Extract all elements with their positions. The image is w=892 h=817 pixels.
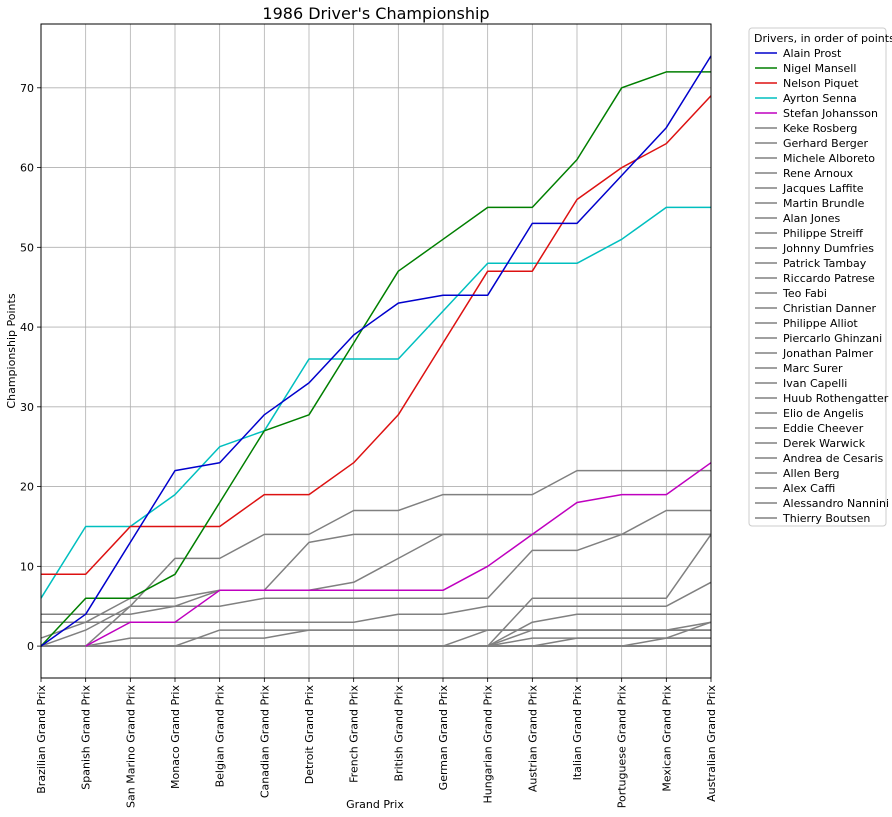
series-line — [41, 533, 711, 615]
series-line — [85, 462, 712, 647]
series-line — [40, 71, 711, 647]
legend-entry: Christian Danner — [783, 302, 876, 315]
legend-entry: Jonathan Palmer — [782, 347, 874, 360]
x-tick-label: Belgian Grand Prix — [214, 685, 227, 788]
legend-entry: Teo Fabi — [782, 287, 827, 300]
legend-entry: Huub Rothengatter — [783, 392, 889, 405]
legend-entry: Alain Prost — [783, 47, 842, 60]
x-tick-label: Mexican Grand Prix — [660, 685, 673, 792]
legend-entry: Marc Surer — [783, 362, 843, 375]
legend-entry: Patrick Tambay — [783, 257, 867, 270]
legend-entry: Derek Warwick — [783, 437, 866, 450]
x-tick-label: Australian Grand Prix — [705, 685, 718, 802]
series-line — [40, 55, 712, 647]
legend-entry: Riccardo Patrese — [783, 272, 875, 285]
y-tick-label: 40 — [20, 321, 34, 334]
x-axis-label: Grand Prix — [346, 798, 404, 811]
x-tick-label: Brazilian Grand Prix — [35, 685, 48, 794]
series-line — [40, 509, 711, 639]
legend-box — [748, 27, 887, 527]
y-tick-label: 10 — [20, 560, 34, 573]
series-line — [41, 533, 712, 647]
legend-entry: Piercarlo Ghinzani — [783, 332, 882, 345]
legend-entry: Rene Arnoux — [783, 167, 854, 180]
legend-entry: Gerhard Berger — [783, 137, 869, 150]
y-axis-ticks: 0 10 20 30 40 50 60 70 — [20, 82, 41, 653]
y-tick-label: 60 — [20, 162, 34, 175]
x-tick-label: British Grand Prix — [392, 685, 405, 782]
y-tick-label: 0 — [27, 640, 34, 653]
x-tick-label: Spanish Grand Prix — [80, 685, 93, 790]
series-line — [41, 95, 712, 576]
grid-lines — [40, 24, 712, 678]
legend-entry: Ivan Capelli — [783, 377, 847, 390]
legend-entry: Alessandro Nannini — [783, 497, 889, 510]
legend-entry: Eddie Cheever — [783, 422, 864, 435]
legend-entry: Thierry Boutsen — [782, 512, 870, 525]
x-tick-label: Detroit Grand Prix — [303, 685, 316, 785]
y-tick-label: 70 — [20, 82, 34, 95]
legend-entry: Stefan Johansson — [783, 107, 878, 120]
legend-entry: Keke Rosberg — [783, 122, 857, 135]
legend-entry: Andrea de Cesaris — [783, 452, 884, 465]
series-lines — [40, 55, 712, 647]
x-tick-label: Canadian Grand Prix — [258, 685, 271, 799]
y-tick-label: 20 — [20, 481, 34, 494]
legend-entry: Jacques Laffite — [782, 182, 864, 195]
legend-entry: Nelson Piquet — [783, 77, 859, 90]
series-line — [40, 206, 711, 599]
y-axis-label: Championship Points — [5, 293, 18, 408]
legend-entry: Philippe Streiff — [783, 227, 863, 240]
legend-entry: Nigel Mansell — [783, 62, 856, 75]
legend-entry: Alex Caffi — [783, 482, 835, 495]
x-tick-label: Italian Grand Prix — [571, 685, 584, 781]
series-line — [40, 469, 711, 647]
legend-entry: Elio de Angelis — [783, 407, 864, 420]
plot-frame — [40, 23, 712, 679]
legend-entry: Alan Jones — [783, 212, 841, 225]
x-tick-label: Austrian Grand Prix — [526, 685, 539, 793]
x-tick-label: French Grand Prix — [348, 685, 361, 783]
y-tick-label: 50 — [20, 241, 34, 254]
legend-entry: Michele Alboreto — [783, 152, 875, 165]
chart-title: 1986 Driver's Championship — [262, 4, 489, 23]
y-tick-label: 30 — [20, 401, 34, 414]
x-tick-label: German Grand Prix — [437, 685, 450, 791]
x-tick-label: Hungarian Grand Prix — [482, 685, 495, 804]
legend-entry: Ayrton Senna — [783, 92, 857, 105]
x-tick-label: San Marino Grand Prix — [124, 685, 137, 808]
legend-entry: Philippe Alliot — [783, 317, 858, 330]
x-tick-label: Monaco Grand Prix — [169, 685, 182, 789]
x-tick-label: Portuguese Grand Prix — [616, 685, 629, 809]
legend-entry: Martin Brundle — [783, 197, 865, 210]
legend-title: Drivers, in order of points — [754, 32, 892, 45]
legend-entry: Allen Berg — [783, 467, 840, 480]
legend-entry: Johnny Dumfries — [782, 242, 874, 255]
legend: Drivers, in order of points Alain Prost N… — [748, 27, 892, 527]
x-axis-ticks: Brazilian Grand Prix Spanish Grand Prix Sa… — [35, 678, 718, 808]
